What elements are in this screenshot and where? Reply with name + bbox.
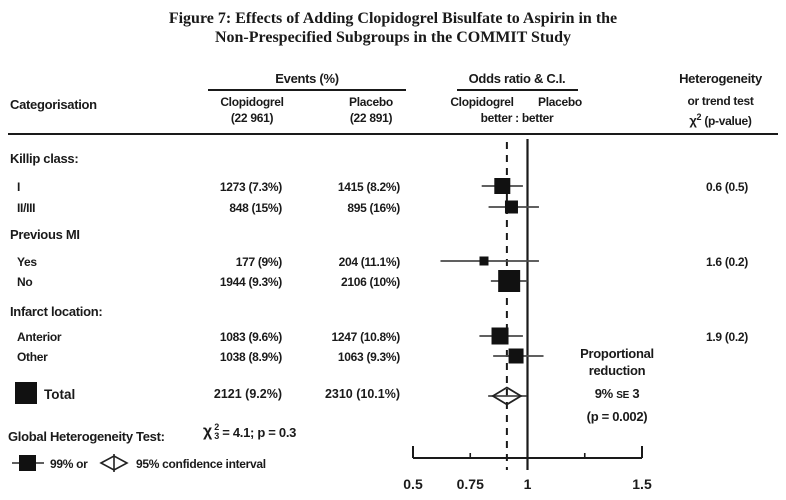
group-infarct-location: Infarct location: (10, 304, 103, 319)
heterogeneity-header-chi: χ2 (p-value) (655, 110, 786, 128)
row-mi-yes-label: Yes (17, 255, 37, 269)
reduction-percent: 9% (594, 386, 614, 401)
or-clopidogrel-label: Clopidogrel (450, 95, 514, 109)
row-infarct-het-value: 1.9 (0.2) (706, 330, 748, 344)
categorisation-header: Categorisation (10, 97, 97, 112)
row-killip-het-value: 0.6 (0.5) (706, 180, 748, 194)
x-axis-tick-label: 0.75 (457, 476, 484, 492)
header-rule (8, 133, 778, 135)
figure-title-line2: Non-Prespecified Subgroups in the COMMIT… (214, 29, 572, 46)
clopidogrel-column-header: Clopidogrel (220, 95, 284, 109)
row-mi-yes-clopidogrel: 177 (9%) (235, 255, 283, 269)
or-better-label: better : better (480, 111, 554, 125)
chi-symbol: χ (689, 113, 697, 128)
global-het-result: = 4.1; p = 0.3 (222, 424, 297, 440)
group-previous-mi: Previous MI (10, 227, 80, 242)
or-square-killip_ii_iii (504, 200, 518, 214)
chi-superscript: 2 (214, 422, 220, 432)
or-diamond-total (491, 386, 523, 406)
events-header: Events (%) (275, 71, 339, 86)
or-square-mi_no (498, 270, 521, 292)
row-other-clopidogrel: 1038 (8.9%) (219, 350, 282, 364)
placebo-n: (22 891) (349, 111, 393, 125)
row-anterior-clopidogrel: 1083 (9.6%) (219, 330, 282, 344)
heterogeneity-header-1: Heterogeneity (679, 71, 762, 86)
row-killip-i-label: I (17, 180, 21, 194)
row-anterior-placebo: 1247 (10.8%) (331, 330, 401, 344)
row-anterior-label: Anterior (17, 330, 62, 344)
annotation-proportional: Proportional (580, 346, 654, 361)
legend-diamond-label: 95% confidence interval (136, 457, 266, 471)
or-placebo-label: Placebo (538, 95, 582, 109)
x-axis-tick-label: 0.5 (403, 476, 423, 492)
row-other-label: Other (17, 350, 48, 364)
se-value: 3 (632, 386, 640, 401)
group-killip-class: Killip class: (10, 151, 79, 166)
global-het-test-label: Global Heterogeneity Test: (8, 429, 165, 444)
row-killip-ii-iii-clopidogrel: 848 (15%) (229, 201, 282, 215)
annotation-p-value: (p = 0.002) (586, 409, 648, 424)
row-mi-no-placebo: 2106 (10%) (340, 275, 400, 289)
annotation-reduction: reduction (588, 363, 646, 378)
row-mi-no-clopidogrel: 1944 (9.3%) (219, 275, 282, 289)
row-mi-no-label: No (17, 275, 33, 289)
x-axis-tick-label: 1 (524, 476, 532, 492)
row-killip-i-placebo: 1415 (8.2%) (337, 180, 400, 194)
odds-ratio-header: Odds ratio & C.I. (468, 71, 566, 86)
se-label: SE (616, 390, 629, 401)
row-killip-i-clopidogrel: 1273 (7.3%) (219, 180, 282, 194)
figure-title-line1: Figure 7: Effects of Adding Clopidogrel … (168, 10, 618, 27)
row-mi-yes-placebo: 204 (11.1%) (338, 255, 401, 269)
or-square-mi_yes (479, 256, 489, 266)
annotation-reduction-value: 9% SE 3 (547, 386, 687, 401)
row-total-label: Total (44, 387, 76, 402)
row-killip-ii-iii-placebo: 895 (16%) (347, 201, 400, 215)
row-other-placebo: 1063 (9.3%) (337, 350, 400, 364)
total-marker-square (15, 382, 37, 404)
row-total-placebo: 2310 (10.1%) (324, 387, 400, 401)
row-mi-het-value: 1.6 (0.2) (706, 255, 748, 269)
row-killip-ii-iii-label: II/III (17, 201, 36, 215)
diamond-ci-legend-icon (99, 454, 129, 472)
or-square-killip_i (494, 178, 511, 194)
or-square-anterior (491, 327, 509, 345)
odds-ratio-underline (457, 89, 578, 91)
clopidogrel-n: (22 961) (230, 111, 274, 125)
chi-symbol: χ (203, 423, 213, 440)
x-axis-tick-label: 1.5 (632, 476, 652, 492)
square-ci-legend-icon (12, 455, 44, 471)
legend-square-label: 99% or (50, 457, 88, 471)
events-underline (208, 89, 406, 91)
chi-subscript: 3 (214, 431, 220, 441)
or-square-other (508, 348, 524, 364)
placebo-column-header: Placebo (349, 95, 393, 109)
p-value-label: (p-value) (704, 114, 752, 128)
chi-superscript: 2 (696, 112, 702, 122)
row-total-clopidogrel: 2121 (9.2%) (213, 387, 282, 401)
heterogeneity-header-2: or trend test (687, 94, 754, 108)
